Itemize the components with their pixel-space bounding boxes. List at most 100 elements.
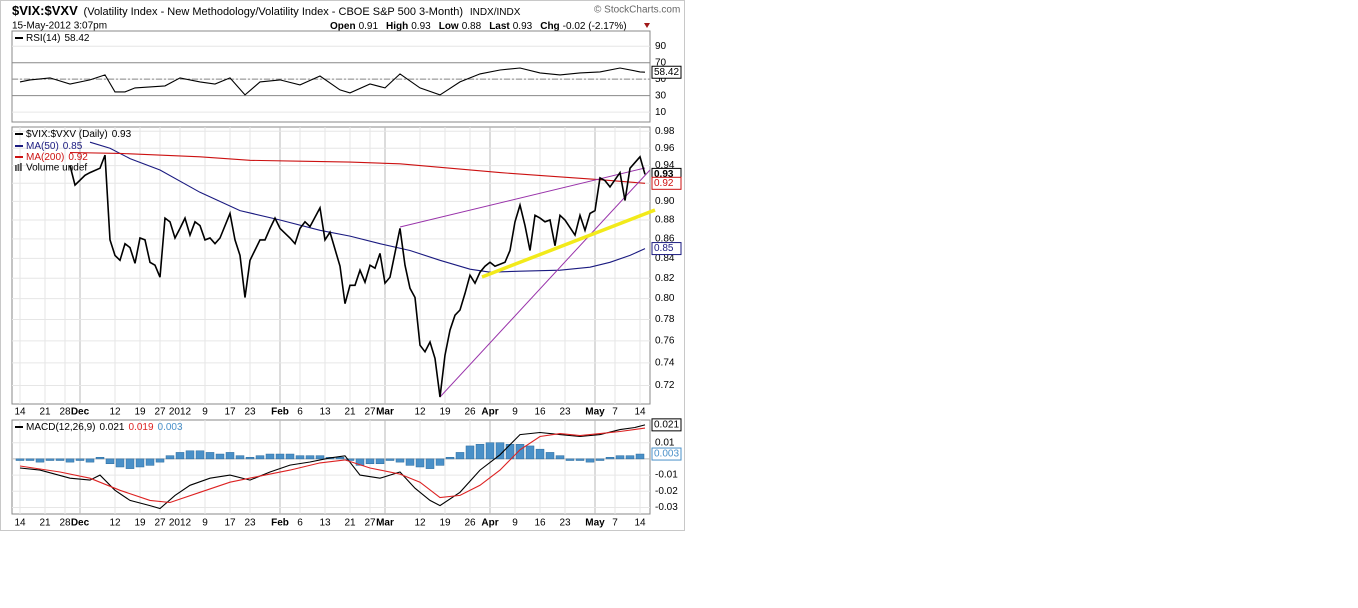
legend-value: 0.021: [99, 422, 124, 433]
x-tick-label: 12: [109, 518, 121, 529]
series-line: [19, 424, 646, 510]
x-tick-label: May: [585, 407, 605, 418]
x-tick-label: 17: [224, 518, 236, 529]
histogram-bar: [45, 458, 55, 461]
histogram-bar: [385, 458, 395, 461]
y-tick-label: 70: [655, 57, 667, 68]
histogram-bar: [455, 452, 465, 460]
legend-value: 0.003: [158, 422, 183, 433]
legend-name: RSI(14): [26, 33, 60, 44]
quote-label: High: [386, 21, 408, 32]
y-tick-label: -0.03: [655, 502, 678, 513]
y-tick-label: 50: [655, 74, 667, 85]
histogram-bar: [75, 458, 85, 461]
y-tick-label: 0.72: [655, 380, 675, 391]
source: © StockCharts.com: [594, 5, 680, 16]
histogram-bar: [465, 445, 475, 460]
y-tick-label: 0.90: [655, 196, 675, 207]
x-tick-label: 9: [202, 407, 208, 418]
x-tick-label: 23: [244, 518, 256, 529]
x-tick-label: Dec: [71, 518, 90, 529]
x-tick-label: 6: [297, 407, 303, 418]
histogram-bar: [85, 458, 95, 463]
histogram-bar: [145, 458, 155, 466]
value-box: [651, 242, 682, 256]
x-tick-label: 21: [344, 518, 356, 529]
x-tick-label: 27: [364, 407, 376, 418]
histogram-bar: [125, 458, 135, 469]
histogram-bar: [105, 458, 115, 465]
down-arrow: [644, 23, 650, 28]
x-tick-label: Mar: [376, 518, 394, 529]
x-tick-label: 27: [154, 518, 166, 529]
legend-name: MACD(12,26,9): [26, 422, 95, 433]
histogram-bar: [575, 458, 585, 461]
histogram-bar: [315, 455, 325, 460]
trendline: [481, 208, 656, 279]
series-line: [89, 141, 646, 273]
trendline: [439, 169, 651, 398]
x-tick-label: 19: [439, 518, 451, 529]
histogram-bar: [375, 458, 385, 465]
histogram-bar: [215, 453, 225, 460]
x-tick-label: 16: [534, 518, 546, 529]
histogram-bar: [65, 458, 75, 463]
histogram-bar: [595, 458, 605, 461]
y-tick-label: 0.84: [655, 253, 675, 264]
x-tick-label: Apr: [481, 518, 498, 529]
histogram-bar: [235, 455, 245, 460]
y-tick-label: 0.76: [655, 336, 675, 347]
x-tick-label: 27: [364, 518, 376, 529]
y-tick-label: -0.01: [655, 470, 678, 481]
x-tick-label: Feb: [271, 407, 289, 418]
quote-label: Chg: [540, 21, 559, 32]
description: (Volatility Index - New Methodology/Vola…: [84, 6, 463, 18]
histogram-bar: [355, 458, 365, 466]
histogram-bar: [635, 453, 645, 460]
legend-entry: Volume undef: [26, 163, 87, 174]
x-tick-label: 2012: [169, 518, 192, 529]
histogram-bar: [15, 458, 25, 461]
y-tick-label: 0.94: [655, 160, 675, 171]
histogram-bar: [555, 455, 565, 460]
histogram-bar: [55, 458, 65, 461]
x-tick-label: 19: [134, 518, 146, 529]
x-tick-label: 12: [109, 407, 121, 418]
x-tick-label: 14: [14, 518, 26, 529]
x-tick-label: 27: [154, 407, 166, 418]
x-tick-label: 9: [202, 518, 208, 529]
x-tick-label: 14: [14, 407, 26, 418]
panel: [11, 419, 651, 515]
histogram-bar: [605, 457, 615, 460]
histogram-bar: [185, 450, 195, 460]
quote-label: Last: [489, 21, 510, 32]
value-box-label: 58.42: [654, 67, 679, 78]
quote-value: 0.88: [462, 21, 482, 32]
x-tick-label: 9: [512, 407, 518, 418]
x-tick-label: 12: [414, 407, 426, 418]
symbol: $VIX:$VXV: [12, 3, 78, 18]
y-tick-label: 30: [655, 90, 667, 101]
histogram-bar: [95, 457, 105, 460]
x-tick-label: 21: [39, 407, 51, 418]
histogram-bar: [265, 453, 275, 460]
exchange: INDX/INDX: [470, 7, 521, 18]
histogram-bar: [255, 455, 265, 460]
histogram-bar: [205, 452, 215, 460]
legend-value: 0.019: [129, 422, 154, 433]
x-tick-label: Dec: [71, 407, 90, 418]
quote: Open 0.91 High 0.93 Low 0.88 Last 0.93 Chg -0.02 …: [330, 21, 627, 32]
x-tick-label: 28: [59, 518, 71, 529]
legend-name: $VIX:$VXV (Daily): [26, 129, 108, 140]
value-box-label: 0.93: [654, 169, 674, 180]
y-tick-label: 0.96: [655, 143, 675, 154]
x-tick-label: 13: [319, 407, 331, 418]
legend-entry: $VIX:$VXV (Daily) 0.93: [26, 129, 132, 140]
histogram-bar: [225, 452, 235, 460]
histogram-bar: [425, 458, 435, 469]
histogram-bar: [545, 452, 555, 460]
histogram-bar: [365, 458, 375, 465]
x-tick-label: 21: [344, 407, 356, 418]
y-tick-label: -0.02: [655, 486, 678, 497]
